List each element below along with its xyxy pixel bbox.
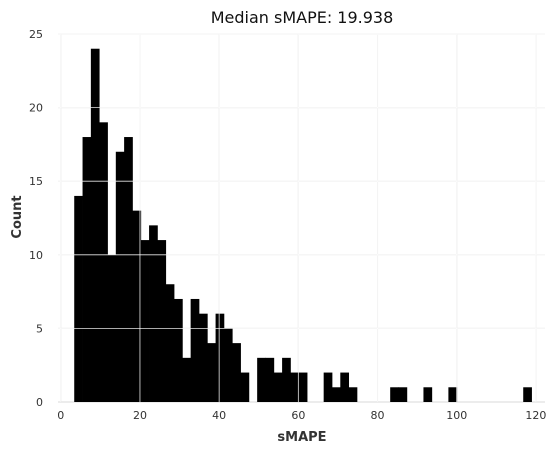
histogram-bar (232, 343, 241, 402)
ticks-layer: 0 20 40 60 80 100 120 0 5 10 15 20 25 (29, 28, 546, 422)
y-tick-label: 20 (29, 102, 43, 115)
histogram-bar (182, 357, 192, 402)
histogram-bar (323, 372, 333, 402)
histogram-bar (273, 372, 283, 402)
histogram-bar (257, 357, 266, 402)
histogram-bar (240, 372, 250, 402)
histogram-bar (74, 195, 83, 402)
histogram-bar (115, 151, 125, 402)
histogram-bar (140, 240, 150, 402)
histogram-bar (198, 313, 208, 402)
x-tick-label: 40 (212, 409, 226, 422)
x-tick-label: 0 (57, 409, 64, 422)
x-tick-label: 120 (525, 409, 546, 422)
histogram-bar (290, 372, 300, 402)
histogram-bar (223, 328, 233, 402)
histogram-bar (165, 284, 175, 402)
histogram-bar (174, 298, 183, 402)
histogram-bar (523, 387, 532, 402)
histogram-bar (398, 387, 408, 402)
y-tick-label: 5 (36, 322, 43, 335)
histogram-bar (265, 357, 275, 402)
x-tick-label: 80 (371, 409, 385, 422)
y-axis-label: Count (10, 195, 25, 238)
x-tick-label: 20 (133, 409, 147, 422)
x-tick-label: 100 (446, 409, 467, 422)
y-tick-label: 10 (29, 249, 43, 262)
histogram-bar (157, 240, 167, 402)
histogram-bar (124, 137, 133, 403)
histogram-bar (207, 343, 216, 402)
histogram-bar (149, 225, 158, 402)
histogram-bar (99, 122, 108, 402)
chart-title: Median sMAPE: 19.938 (211, 8, 394, 27)
histogram-bar (348, 387, 358, 402)
histogram-bar (282, 357, 291, 402)
histogram-bar (423, 387, 433, 402)
histogram-bar (132, 210, 142, 402)
histogram-bar (190, 298, 200, 402)
histogram-bar (298, 372, 308, 402)
histogram-bar (448, 387, 458, 402)
y-tick-label: 0 (36, 396, 43, 409)
histogram-bar (340, 372, 350, 402)
x-axis-label: sMAPE (277, 430, 326, 445)
histogram-bar (390, 387, 399, 402)
bars-layer (58, 33, 545, 403)
x-tick-label: 60 (291, 409, 305, 422)
y-tick-label: 25 (29, 28, 43, 41)
histogram-bar (82, 137, 92, 403)
histogram-bar (331, 387, 341, 402)
y-tick-label: 15 (29, 175, 43, 188)
histogram-bar (90, 48, 100, 402)
histogram-bar (215, 313, 225, 402)
